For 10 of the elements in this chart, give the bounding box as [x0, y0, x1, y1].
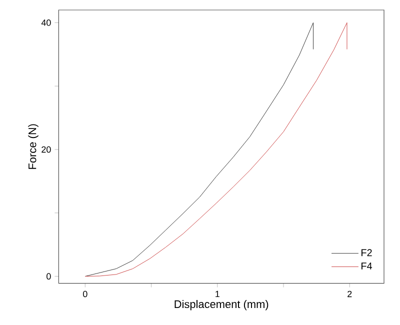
x-axis-title: Displacement (mm) [174, 300, 268, 310]
x-tick-label: 0 [83, 290, 88, 298]
y-tick-label: 40 [41, 19, 51, 26]
y-tick-label: 0 [46, 273, 51, 280]
legend-label: F4 [362, 262, 372, 270]
x-tick-label: 1 [216, 290, 220, 297]
legend-label: F2 [362, 249, 372, 256]
y-axis-title: Force (N) [28, 124, 38, 169]
x-tick-label: 2 [348, 290, 352, 298]
y-tick-label: 20 [42, 146, 51, 153]
